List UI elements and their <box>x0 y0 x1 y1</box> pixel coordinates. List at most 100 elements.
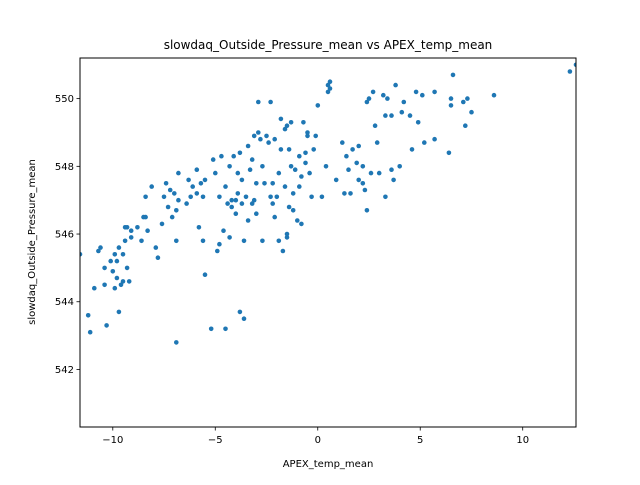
data-point <box>247 167 253 172</box>
data-point <box>432 89 437 95</box>
data-point <box>445 52 450 57</box>
data-point <box>255 130 261 135</box>
data-point <box>96 248 101 254</box>
data-point <box>344 153 349 159</box>
data-point <box>80 252 83 257</box>
data-point <box>208 326 214 332</box>
data-point <box>383 194 388 200</box>
data-point <box>276 238 282 244</box>
x-tick-label: 0 <box>315 435 321 446</box>
data-point <box>340 140 345 145</box>
data-point <box>120 279 126 284</box>
data-point <box>194 191 200 196</box>
data-point <box>114 275 120 281</box>
data-point <box>422 140 427 145</box>
data-point <box>92 285 97 291</box>
data-point <box>167 187 173 193</box>
data-point <box>272 214 278 220</box>
data-point <box>274 194 280 200</box>
data-point <box>268 194 273 200</box>
data-point <box>143 194 148 200</box>
data-point <box>172 191 177 196</box>
data-point <box>87 329 93 335</box>
data-point <box>286 147 292 152</box>
data-point <box>233 211 239 216</box>
x-tick-label: 5 <box>417 435 423 446</box>
data-point <box>225 201 230 206</box>
data-point <box>301 120 306 125</box>
data-point <box>85 313 91 318</box>
data-points <box>80 52 576 345</box>
data-point <box>258 136 263 142</box>
data-point <box>124 225 130 230</box>
data-point <box>108 258 113 264</box>
data-point <box>237 150 243 156</box>
data-point <box>266 140 271 145</box>
data-point <box>202 177 208 183</box>
data-point <box>253 211 259 216</box>
data-point <box>463 123 468 128</box>
data-point <box>307 170 312 176</box>
data-point <box>374 140 380 145</box>
data-point <box>200 194 206 200</box>
data-point <box>243 194 249 200</box>
x-tick-label: −5 <box>208 435 223 446</box>
data-point <box>135 225 140 230</box>
data-point <box>190 184 195 189</box>
data-point <box>368 170 374 176</box>
data-point <box>284 123 290 128</box>
data-point <box>110 269 116 274</box>
data-point <box>469 109 474 115</box>
x-tick-label: −10 <box>102 435 123 446</box>
x-axis-ticks: −10 −5 0 5 10 <box>102 427 529 446</box>
data-point <box>264 133 269 139</box>
data-point <box>118 282 124 288</box>
data-point <box>413 89 419 95</box>
data-point <box>311 147 317 152</box>
data-point <box>159 221 165 227</box>
data-point <box>255 99 261 105</box>
data-point <box>102 282 107 288</box>
data-point <box>284 235 290 240</box>
data-point <box>213 170 218 176</box>
data-point <box>116 245 122 250</box>
data-point <box>282 184 288 189</box>
data-point <box>217 194 222 200</box>
data-point <box>262 181 267 186</box>
y-tick-label: 550 <box>55 94 74 105</box>
data-point <box>112 252 118 257</box>
y-axis-label: slowdaq_Outside_Pressure_mean <box>27 159 38 325</box>
data-point <box>415 120 421 125</box>
data-point <box>389 167 394 172</box>
data-point <box>401 99 407 105</box>
data-point <box>465 96 470 101</box>
data-point <box>356 143 362 149</box>
data-point <box>124 265 130 271</box>
data-point <box>186 177 191 183</box>
data-point <box>223 184 228 189</box>
data-point <box>169 214 175 220</box>
data-point <box>229 197 234 203</box>
data-point <box>284 231 290 237</box>
data-point <box>112 285 118 291</box>
data-point <box>239 201 245 206</box>
data-point <box>397 164 403 169</box>
chart-title: slowdaq_Outside_Pressure_mean vs APEX_te… <box>164 38 493 52</box>
data-point <box>174 208 179 213</box>
y-tick-label: 548 <box>55 162 74 173</box>
y-tick-label: 542 <box>55 365 74 376</box>
data-point <box>370 89 376 95</box>
data-point <box>450 72 456 78</box>
data-point <box>217 241 222 247</box>
data-point <box>231 153 236 159</box>
data-point <box>295 218 300 223</box>
data-point <box>249 201 255 206</box>
data-point <box>360 181 366 186</box>
data-point <box>297 184 302 189</box>
data-point <box>161 194 167 200</box>
data-point <box>227 164 232 169</box>
data-point <box>461 99 466 105</box>
data-point <box>210 157 216 162</box>
data-point <box>360 164 366 169</box>
y-tick-label: 544 <box>55 297 74 308</box>
